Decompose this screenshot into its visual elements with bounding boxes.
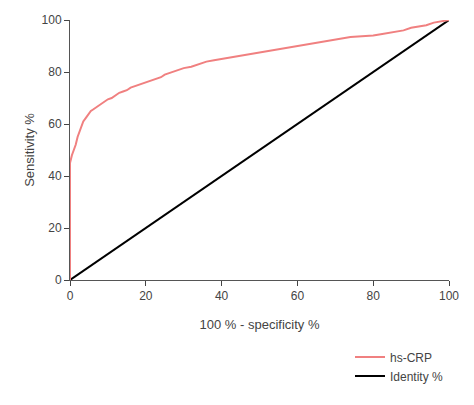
svg-text:Sensitivity %: Sensitivity % bbox=[22, 113, 37, 187]
svg-text:Identity %: Identity % bbox=[390, 370, 443, 384]
svg-text:20: 20 bbox=[139, 289, 153, 303]
svg-text:hs-CRP: hs-CRP bbox=[390, 351, 432, 365]
svg-text:60: 60 bbox=[291, 289, 305, 303]
svg-text:40: 40 bbox=[215, 289, 229, 303]
svg-text:40: 40 bbox=[48, 169, 62, 183]
svg-text:100: 100 bbox=[439, 289, 459, 303]
svg-text:80: 80 bbox=[48, 65, 62, 79]
svg-text:0: 0 bbox=[55, 273, 62, 287]
svg-text:100 % - specificity %: 100 % - specificity % bbox=[200, 317, 320, 332]
svg-text:60: 60 bbox=[48, 117, 62, 131]
svg-text:20: 20 bbox=[48, 221, 62, 235]
svg-text:0: 0 bbox=[67, 289, 74, 303]
svg-text:100: 100 bbox=[42, 13, 62, 27]
svg-text:80: 80 bbox=[367, 289, 381, 303]
